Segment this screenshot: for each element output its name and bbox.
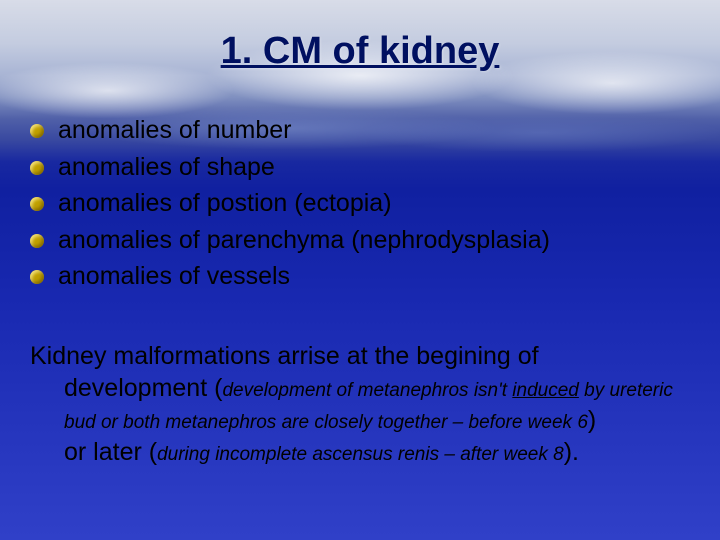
bullet-text: anomalies of parenchyma (nephrodysplasia… xyxy=(58,224,550,257)
para-italic: by ureteric xyxy=(579,380,673,401)
para-indent-block: development (development of metanephros … xyxy=(30,372,690,468)
bullet-dot-icon xyxy=(30,161,44,175)
bullet-dot-icon xyxy=(30,270,44,284)
para-italic-underline: induced xyxy=(512,380,579,401)
bullet-item: anomalies of parenchyma (nephrodysplasia… xyxy=(30,224,700,257)
bullet-dot-icon xyxy=(30,124,44,138)
para-text: ). xyxy=(564,438,579,466)
bullet-text: anomalies of vessels xyxy=(58,260,290,293)
bullet-item: anomalies of postion (ectopia) xyxy=(30,187,700,220)
para-text: or later ( xyxy=(64,438,157,466)
para-text: ) xyxy=(588,406,596,434)
bullet-item: anomalies of number xyxy=(30,114,700,147)
slide-title: 1. CM of kidney xyxy=(0,30,720,73)
para-italic: during incomplete ascensus renis – after… xyxy=(157,444,564,465)
slide: 1. CM of kidney anomalies of number anom… xyxy=(0,0,720,540)
bullet-list: anomalies of number anomalies of shape a… xyxy=(30,114,700,297)
para-italic: development of metanephros isn't xyxy=(222,380,512,401)
paragraph: Kidney malformations arrise at the begin… xyxy=(30,340,690,468)
bullet-dot-icon xyxy=(30,234,44,248)
bullet-item: anomalies of shape xyxy=(30,151,700,184)
para-text: development ( xyxy=(64,374,222,402)
para-italic: bud or both metanephros are closely toge… xyxy=(64,412,588,433)
para-line: Kidney malformations arrise at the begin… xyxy=(30,342,539,370)
bullet-item: anomalies of vessels xyxy=(30,260,700,293)
bullet-text: anomalies of postion (ectopia) xyxy=(58,187,392,220)
bullet-dot-icon xyxy=(30,197,44,211)
bullet-text: anomalies of number xyxy=(58,114,291,147)
bullet-text: anomalies of shape xyxy=(58,151,275,184)
